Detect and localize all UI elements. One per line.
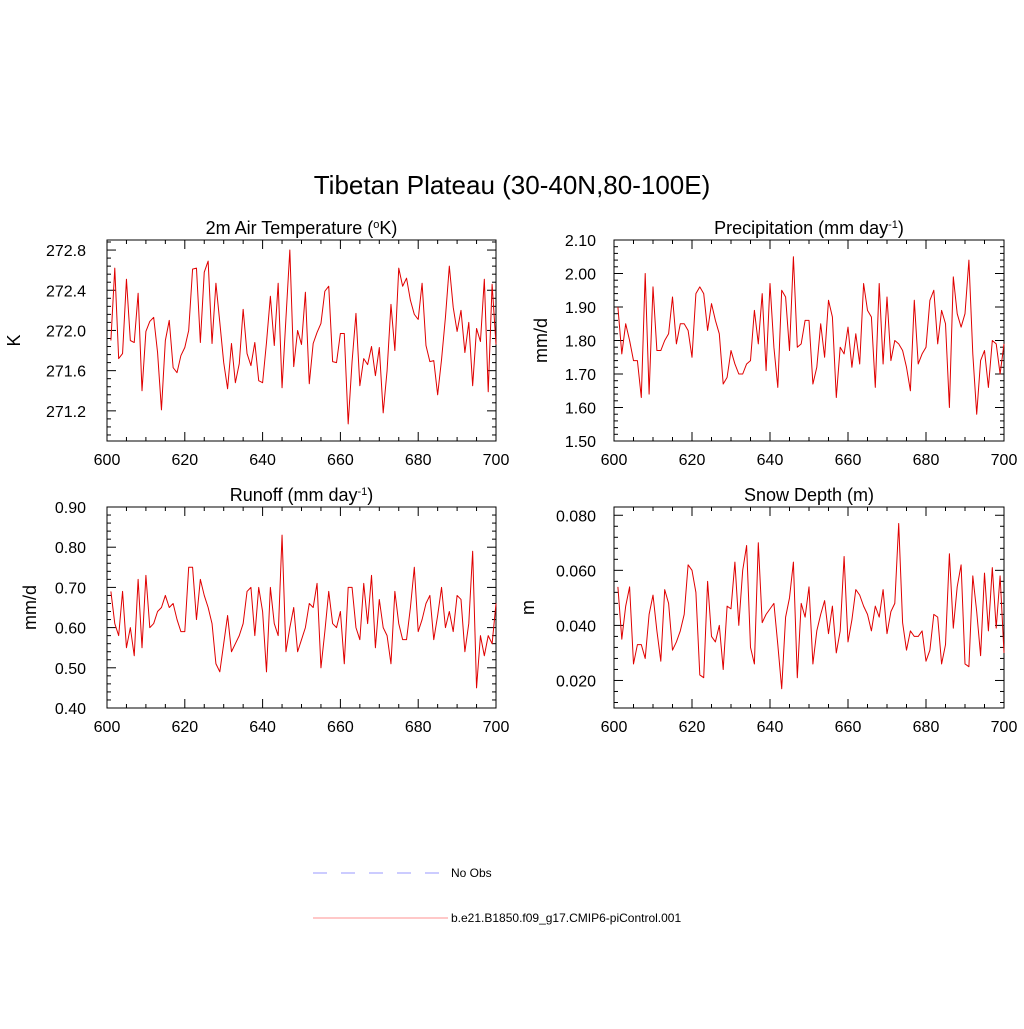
x-tick-label: 640 [757,452,784,469]
x-tick-label: 640 [249,452,276,469]
y-tick-label: 0.70 [55,580,86,597]
y-tick-label: 1.50 [565,434,596,451]
x-tick-label: 600 [601,452,628,469]
x-tick-label: 680 [913,452,940,469]
x-tick-label: 660 [327,719,354,736]
x-tick-label: 600 [94,452,121,469]
y-tick-label: 0.020 [556,673,596,690]
panel-title-text: Precipitation (mm day [714,218,888,238]
x-tick-label: 700 [991,452,1018,469]
panel-runoff: Runoff (mm day-1) 600 620 640 660 680 700 0.40 0… [20,485,509,736]
y-axis-label: mm/d [531,318,551,363]
y-tick-label: 271.6 [46,364,86,381]
panel-title-superscript: -1 [888,219,898,231]
panel-title-text: 2m Air Temperature ( [206,218,374,238]
x-tick-label: 620 [679,719,706,736]
legend-label-model: b.e21.B1850.f09_g17.CMIP6-piControl.001 [451,911,681,925]
y-tick-label: 0.60 [55,621,86,638]
x-tick-label: 700 [483,719,510,736]
x-tick-label: 620 [171,719,198,736]
y-tick-label: 2.10 [565,233,596,250]
x-tick-label: 700 [483,452,510,469]
panel-title-text: Runoff (mm day [230,485,358,505]
y-tick-label: 2.00 [565,267,596,284]
x-tick-label: 640 [249,719,276,736]
panel-title-suffix: K) [379,218,397,238]
plot-frame [106,506,497,709]
y-tick-label: 272.8 [46,243,86,260]
y-tick-label: 0.80 [55,540,86,557]
y-axis-label: K [4,334,24,346]
panel-title-text: Snow Depth (m) [744,485,874,505]
panel-title: Snow Depth (m) [744,485,874,505]
x-tick-label: 620 [679,452,706,469]
y-tick-label: 1.80 [565,334,596,351]
x-tick-label: 660 [327,452,354,469]
x-tick-label: 620 [171,452,198,469]
panel-air-temperature: 2m Air Temperature (oK) 600 620 640 660 680 70… [4,218,509,469]
series-line-model [110,249,497,425]
plot-frame [613,239,1005,442]
y-tick-label: 1.60 [565,401,596,418]
y-tick-label: 0.90 [55,500,86,517]
panel-title-superscript: o [373,219,379,231]
x-tick-label: 600 [94,719,121,736]
panel-title: 2m Air Temperature (oK) [206,218,398,238]
legend: No Obs b.e21.B1850.f09_g17.CMIP6-piContr… [313,866,681,925]
x-tick-label: 640 [757,719,784,736]
figure-title: Tibetan Plateau (30-40N,80-100E) [314,170,711,200]
y-axis-label: mm/d [20,585,40,630]
x-tick-label: 600 [601,719,628,736]
panel-precipitation: Precipitation (mm day-1) 600 620 640 660 680 7… [531,218,1017,469]
y-tick-label: 0.40 [55,701,86,718]
y-tick-label: 272.0 [46,323,86,340]
y-tick-label: 0.060 [556,563,596,580]
y-tick-label: 271.2 [46,404,86,421]
y-tick-label: 1.90 [565,300,596,317]
panel-title-suffix: ) [367,485,373,505]
x-tick-label: 700 [991,719,1018,736]
x-tick-label: 680 [405,452,432,469]
legend-label-no-obs: No Obs [451,866,492,880]
y-axis-label: m [518,600,538,615]
x-tick-label: 680 [405,719,432,736]
x-tick-label: 660 [835,452,862,469]
panel-title: Precipitation (mm day-1) [714,218,904,238]
y-tick-label: 1.70 [565,367,596,384]
y-tick-label: 0.040 [556,618,596,635]
panel-snow-depth: Snow Depth (m) 600 620 640 660 680 700 0.020 0.0… [518,485,1017,736]
plot-frame [613,506,1005,709]
series-line-model [110,534,497,689]
panel-title-superscript: -1 [357,486,367,498]
series-line-model [617,523,1005,690]
y-tick-label: 0.50 [55,661,86,678]
panel-title: Runoff (mm day-1) [230,485,374,505]
y-tick-label: 0.080 [556,508,596,525]
y-tick-label: 272.4 [46,283,86,300]
series-line-model [617,256,1005,415]
x-tick-label: 680 [913,719,940,736]
x-tick-label: 660 [835,719,862,736]
panel-title-suffix: ) [898,218,904,238]
